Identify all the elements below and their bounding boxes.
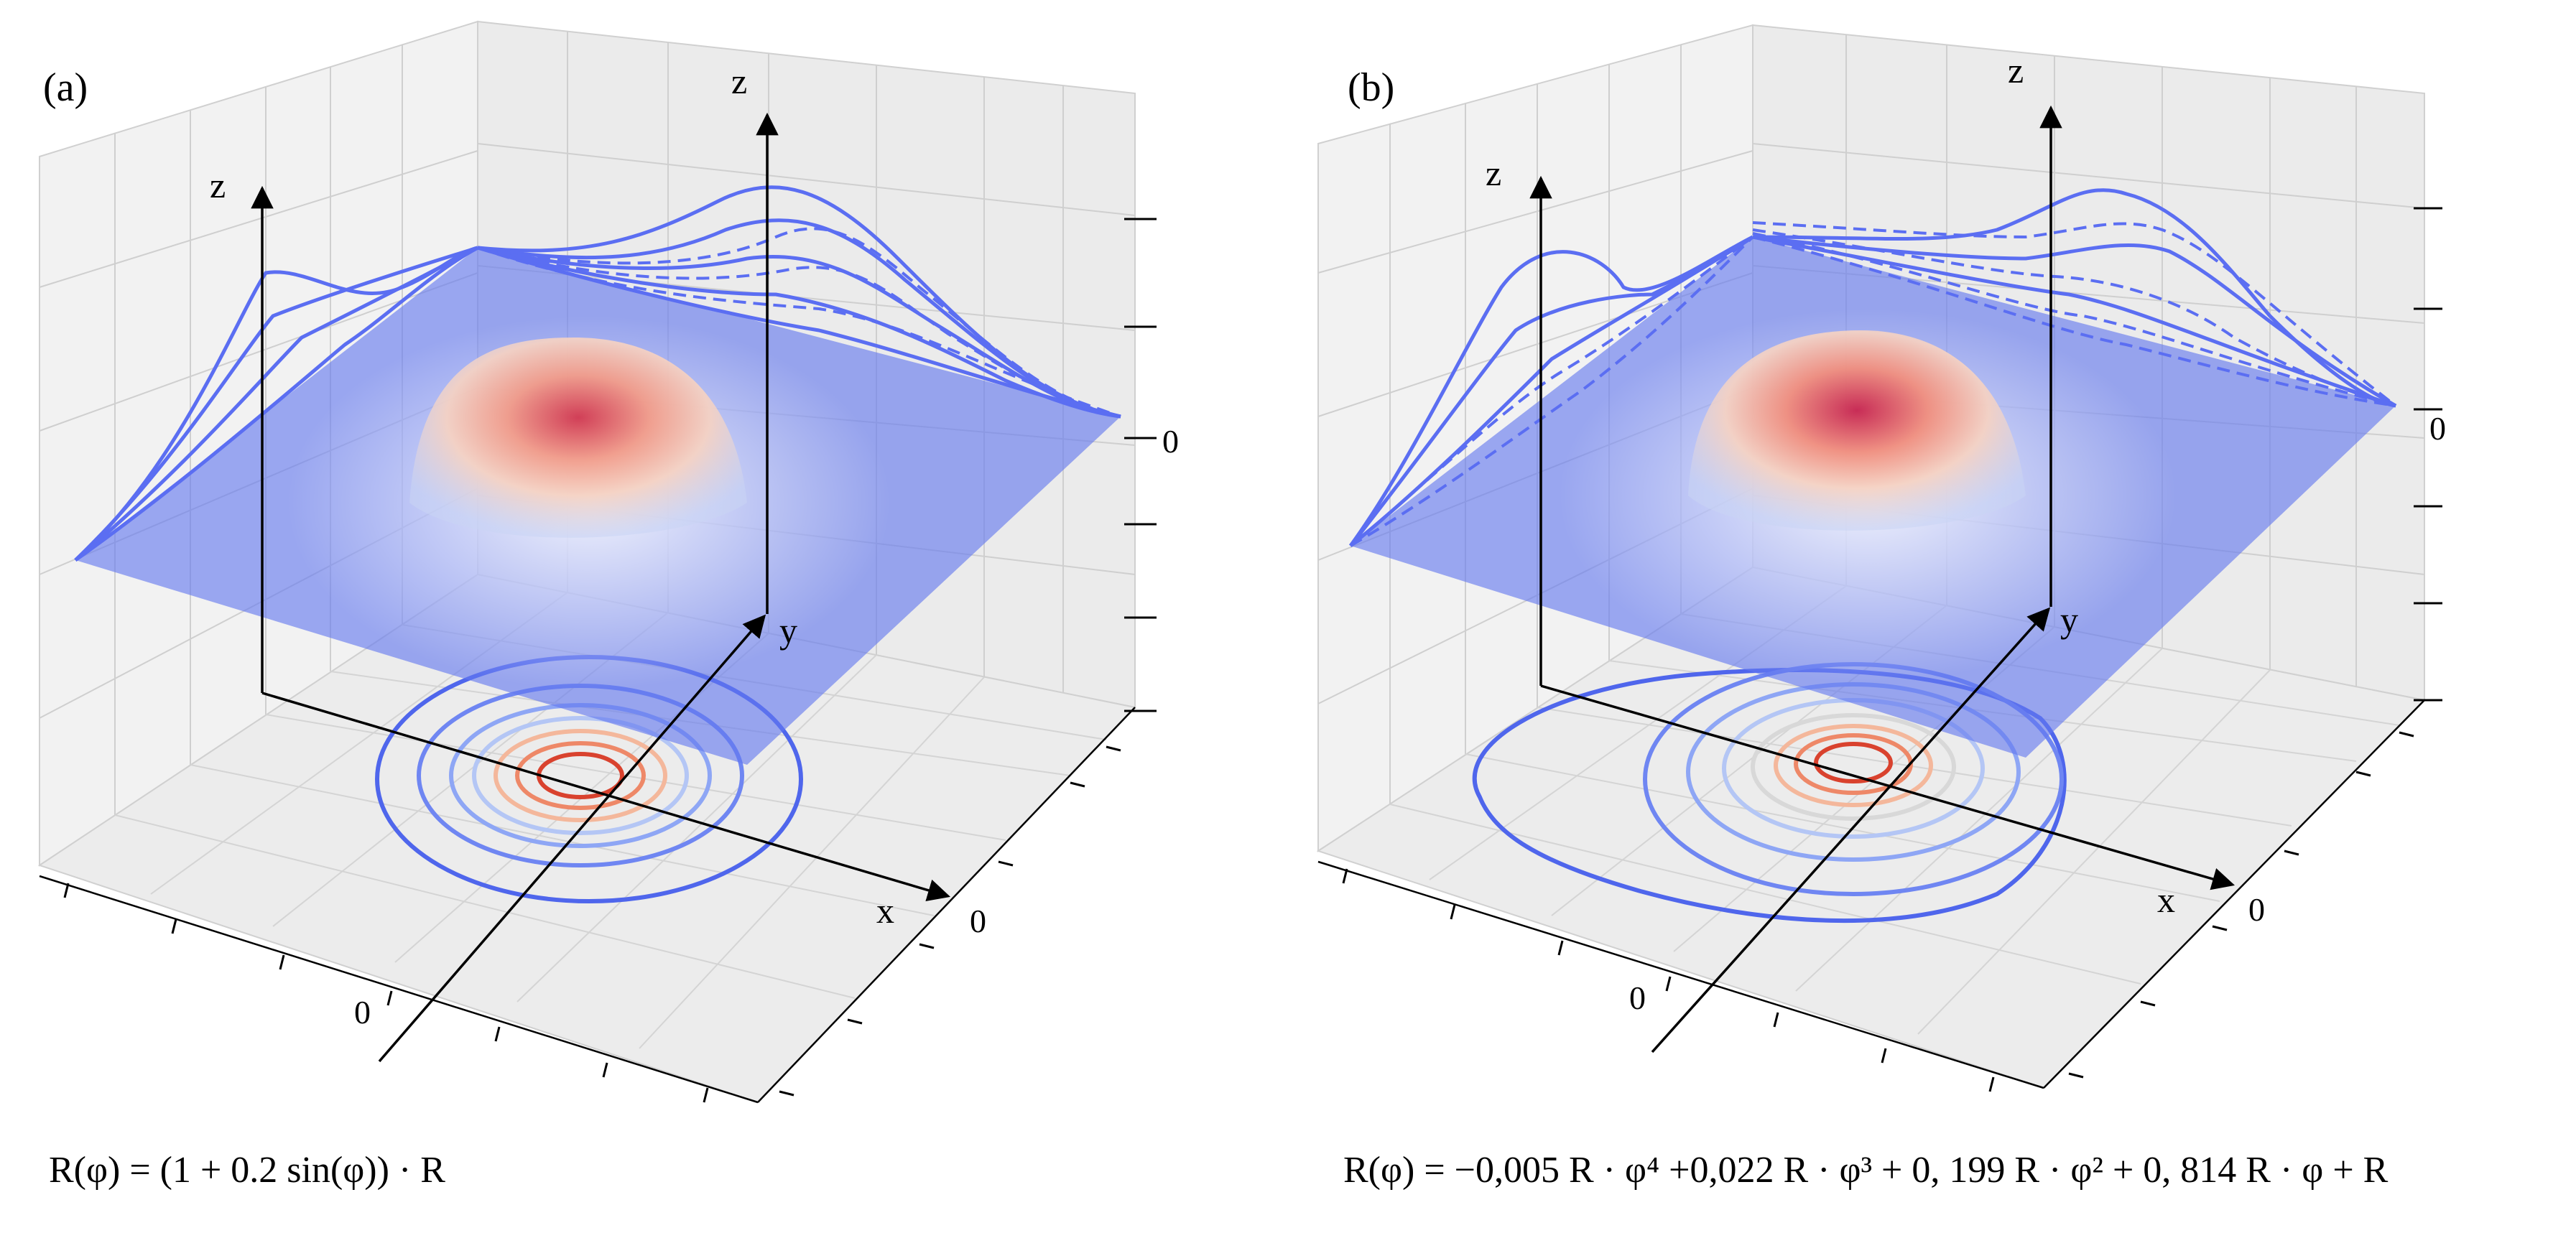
projection-curves-left <box>74 246 479 562</box>
contour-rings <box>1472 662 2067 923</box>
panel-label: (a) <box>43 65 88 110</box>
axes <box>251 112 951 1063</box>
y-ticks <box>779 745 1121 1097</box>
front-edge-x <box>39 875 759 1104</box>
x-axis <box>261 692 951 902</box>
contour-ring <box>1751 713 1956 821</box>
y-axis-label: y <box>2060 600 2078 640</box>
y-ticks <box>2068 731 2414 1079</box>
x-ticks <box>63 883 709 1103</box>
panel-b: (b) z z y x 0 0 0 <box>1316 24 2446 1092</box>
x-tick-label-zero: 0 <box>970 903 986 939</box>
contour-ring <box>1472 668 2067 923</box>
contour-ring <box>1814 742 1893 783</box>
projection-curves-right-dashed <box>477 227 1121 418</box>
projection-curves-left-dashed <box>1349 236 1754 547</box>
panel-a: (a) z z y x 0 0 0 <box>37 20 1179 1104</box>
projection-curves-right-dashed <box>1752 221 2397 407</box>
z-tick-label-zero: 0 <box>2429 410 2446 447</box>
contour-ring <box>494 729 667 822</box>
z-axis-label-right: z <box>731 61 747 101</box>
contour-ring <box>472 716 689 835</box>
x-axis <box>1540 684 2236 890</box>
front-edge-y <box>757 707 1136 1103</box>
formula-a: R(φ) = (1 + 0.2 sin(φ)) · R <box>49 1150 445 1191</box>
axes <box>1529 105 2236 1053</box>
y-axis <box>1651 607 2051 1053</box>
z-axis-label-left: z <box>210 165 226 205</box>
z-ticks <box>1124 218 1157 712</box>
z-tick-label-zero: 0 <box>1162 423 1179 460</box>
projection-curves-right <box>1752 188 2397 408</box>
panel-label: (b) <box>1348 65 1394 110</box>
x-axis-label: x <box>2157 880 2175 920</box>
z-axis-label-left: z <box>1486 153 1501 193</box>
front-edge-y <box>2043 699 2425 1089</box>
formula-b: R(φ) = −0,005 R · φ⁴ +0,022 R · φ³ + 0, … <box>1343 1150 2389 1191</box>
z-axis-label-right: z <box>2008 50 2024 90</box>
y-tick-label-zero: 0 <box>1629 980 1646 1016</box>
contour-ring <box>1774 724 1933 807</box>
front-edge-x <box>1317 860 2044 1089</box>
z-ticks <box>2414 207 2442 702</box>
x-tick-label-zero: 0 <box>2248 891 2265 928</box>
y-axis-label: y <box>779 610 797 651</box>
surface-dome <box>1688 330 2026 531</box>
surface-dome <box>409 338 747 538</box>
contour-ring <box>515 741 646 810</box>
x-axis-label: x <box>876 890 894 931</box>
y-axis <box>378 614 766 1063</box>
y-tick-label-zero: 0 <box>354 994 371 1030</box>
